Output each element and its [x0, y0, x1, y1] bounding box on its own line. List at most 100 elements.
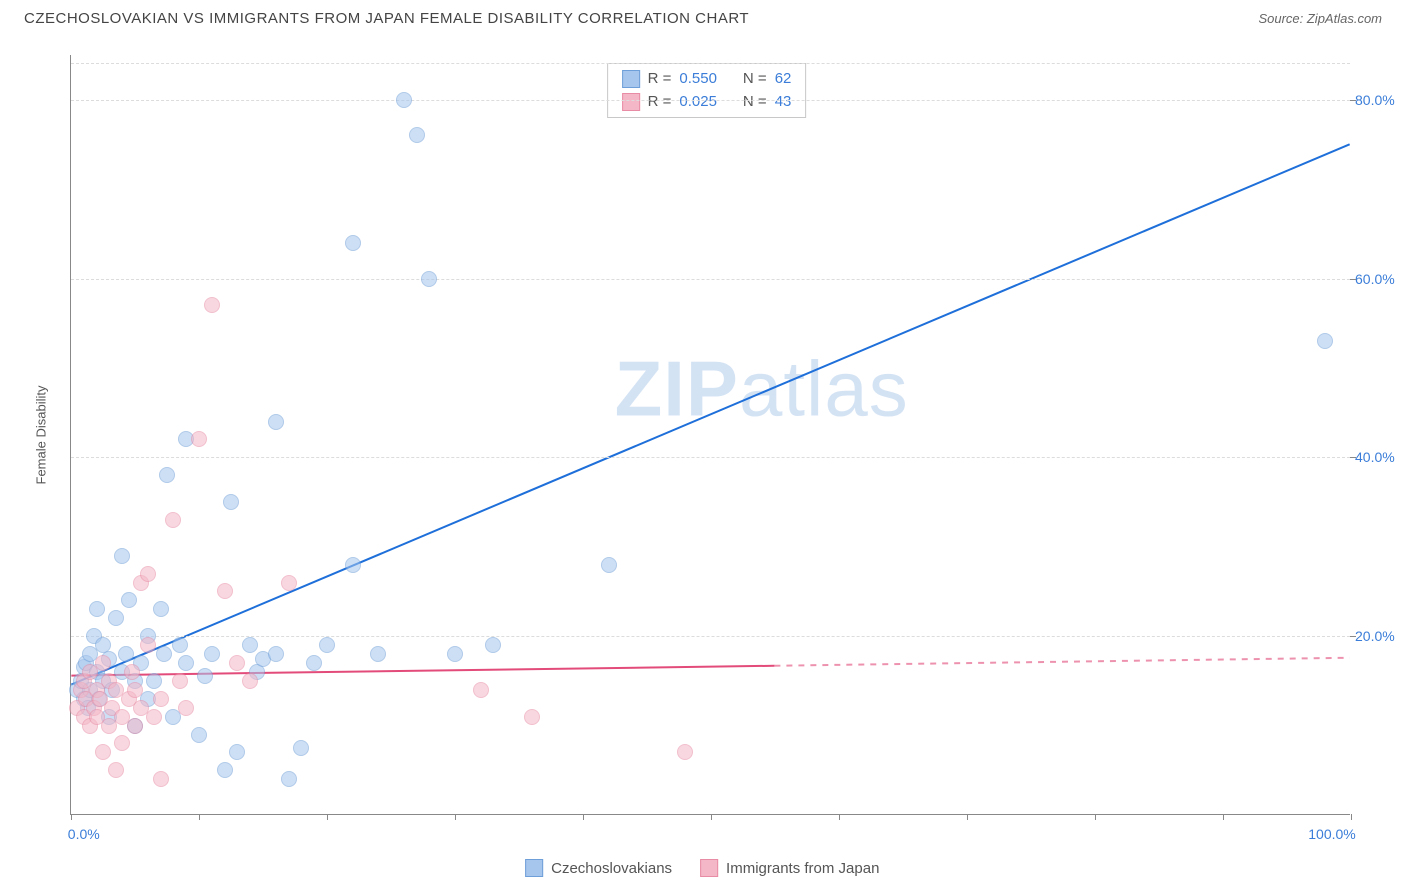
x-tick [455, 814, 456, 820]
legend-label: Immigrants from Japan [726, 860, 879, 877]
x-tick-label: 0.0% [68, 826, 100, 842]
x-tick [327, 814, 328, 820]
data-point-czech [156, 646, 172, 662]
y-tick-label: 80.0% [1355, 92, 1406, 108]
data-point-czech [485, 637, 501, 653]
stat-r-label: R = [648, 68, 672, 91]
data-point-japan [140, 637, 156, 653]
data-point-czech [396, 92, 412, 108]
x-tick [71, 814, 72, 820]
legend-item-czech: Czechoslovakians [525, 859, 672, 877]
data-point-japan [127, 718, 143, 734]
data-point-japan [473, 682, 489, 698]
legend-item-japan: Immigrants from Japan [700, 859, 879, 877]
y-tick-label: 60.0% [1355, 271, 1406, 287]
data-point-japan [242, 673, 258, 689]
watermark-light: atlas [739, 344, 909, 432]
data-point-czech [281, 771, 297, 787]
data-point-czech [409, 127, 425, 143]
data-point-czech [191, 727, 207, 743]
stat-n-value: 43 [775, 91, 792, 114]
data-point-japan [172, 673, 188, 689]
data-point-czech [223, 494, 239, 510]
data-point-czech [159, 467, 175, 483]
legend-bottom: Czechoslovakians Immigrants from Japan [525, 859, 879, 877]
stat-n-label: N = [743, 68, 767, 91]
grid-line [71, 636, 1350, 637]
data-point-czech [118, 646, 134, 662]
data-point-czech [229, 744, 245, 760]
stat-r-value: 0.550 [679, 68, 717, 91]
trend-line-japan-dashed [774, 658, 1349, 666]
chart-container: Female Disability ZIPatlas R =0.550N =62… [50, 45, 1390, 845]
title-bar: CZECHOSLOVAKIAN VS IMMIGRANTS FROM JAPAN… [0, 0, 1406, 32]
data-point-japan [281, 575, 297, 591]
data-point-czech [370, 646, 386, 662]
data-point-czech [421, 271, 437, 287]
data-point-japan [165, 512, 181, 528]
data-point-japan [127, 682, 143, 698]
data-point-czech [345, 557, 361, 573]
data-point-japan [217, 583, 233, 599]
data-point-czech [153, 601, 169, 617]
data-point-japan [124, 664, 140, 680]
data-point-japan [229, 655, 245, 671]
grid-line [71, 457, 1350, 458]
grid-line [71, 100, 1350, 101]
stat-n-value: 62 [775, 68, 792, 91]
y-tick [1350, 636, 1356, 637]
data-point-czech [293, 740, 309, 756]
chart-title: CZECHOSLOVAKIAN VS IMMIGRANTS FROM JAPAN… [24, 10, 749, 27]
legend-swatch [700, 859, 718, 877]
stat-r-label: R = [648, 91, 672, 114]
data-point-czech [89, 601, 105, 617]
data-point-japan [153, 771, 169, 787]
data-point-czech [146, 673, 162, 689]
data-point-japan [178, 700, 194, 716]
y-tick [1350, 457, 1356, 458]
data-point-japan [95, 655, 111, 671]
data-point-japan [146, 709, 162, 725]
legend-swatch [525, 859, 543, 877]
data-point-japan [677, 744, 693, 760]
y-tick-label: 20.0% [1355, 628, 1406, 644]
legend-swatch [622, 93, 640, 111]
data-point-czech [178, 655, 194, 671]
plot-area: Female Disability ZIPatlas R =0.550N =62… [70, 55, 1350, 815]
data-point-japan [114, 735, 130, 751]
data-point-czech [268, 646, 284, 662]
stats-box: R = 0.550 N = 62R = 0.025 N = 43 [607, 63, 807, 118]
data-point-czech [114, 548, 130, 564]
data-point-czech [345, 235, 361, 251]
data-point-japan [191, 431, 207, 447]
x-tick-label: 100.0% [1308, 826, 1355, 842]
data-point-czech [108, 610, 124, 626]
x-tick [967, 814, 968, 820]
grid-line [71, 279, 1350, 280]
watermark: ZIPatlas [615, 343, 909, 434]
data-point-japan [108, 762, 124, 778]
y-tick [1350, 100, 1356, 101]
data-point-czech [121, 592, 137, 608]
trend-line-czech [71, 144, 1349, 684]
x-tick [583, 814, 584, 820]
y-tick [1350, 279, 1356, 280]
x-tick [199, 814, 200, 820]
data-point-czech [172, 637, 188, 653]
legend-swatch [622, 70, 640, 88]
x-tick [711, 814, 712, 820]
stats-row: R = 0.550 N = 62 [622, 68, 792, 91]
data-point-czech [319, 637, 335, 653]
legend-label: Czechoslovakians [551, 860, 672, 877]
data-point-japan [524, 709, 540, 725]
x-tick [1351, 814, 1352, 820]
data-point-czech [217, 762, 233, 778]
stats-row: R =0.025N =43 [622, 91, 792, 114]
data-point-czech [268, 414, 284, 430]
x-tick [1095, 814, 1096, 820]
data-point-japan [153, 691, 169, 707]
data-point-japan [140, 566, 156, 582]
stat-r-value: 0.025 [679, 91, 717, 114]
y-axis-label: Female Disability [34, 385, 49, 484]
source-label: Source: ZipAtlas.com [1258, 11, 1382, 26]
